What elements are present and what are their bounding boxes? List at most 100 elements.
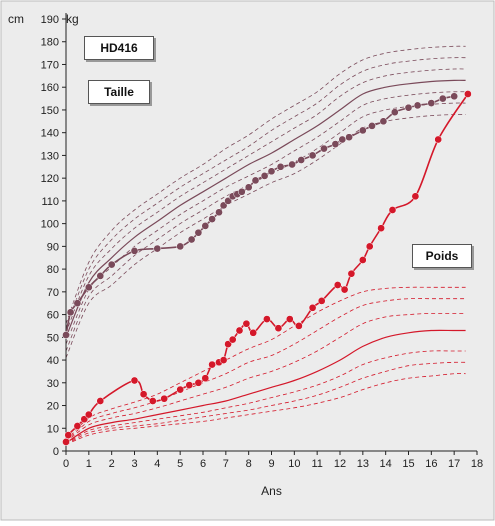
taille-data-point [224,197,232,205]
taille-data-point [379,117,388,126]
poids-percentile-curve [65,361,466,445]
x-tick-label: 11 [311,458,322,470]
poids-median-curve [65,329,466,444]
x-tick-label: 3 [131,458,137,470]
x-tick-label: 7 [223,458,229,470]
taille-data-point [66,308,75,317]
y-tick-label: 110 [41,196,59,208]
poids-data-point [224,340,232,348]
poids-annotation: Poids [412,244,472,268]
taille-data-point [208,215,216,223]
poids-data-point [130,376,139,385]
taille-data-point [237,187,246,196]
y-tick-label: 80 [47,264,59,276]
taille-percentile-curve [65,68,466,333]
taille-data-point [251,176,260,185]
y-tick-label: 60 [47,310,59,322]
x-tick-label: 10 [288,458,300,470]
y-tick-label: 30 [47,378,59,390]
poids-data-point [365,242,374,251]
x-tick-label: 9 [268,458,274,470]
taille-data-point [345,133,353,142]
y-axis-unit-cm: cm [8,12,24,26]
x-tick-label: 12 [334,458,346,470]
taille-data-point [130,247,139,255]
poids-data-point [64,431,73,439]
y-tick-label: 180 [41,37,59,49]
poids-data-point [285,315,294,323]
poids-data-point [201,374,210,383]
taille-data-point [201,222,210,230]
poids-percentile-curve [65,373,466,445]
taille-data-point [358,126,367,135]
poids-data-point [235,326,244,335]
taille-data-point [438,94,447,103]
y-tick-label: 100 [41,219,59,231]
poids-percentile-curve [65,286,466,441]
taille-data-point [368,122,376,130]
taille-data-point [267,167,276,176]
poids-data-point [333,281,342,289]
y-tick-label: 90 [47,241,59,253]
taille-annotation: Taille [88,80,150,104]
y-tick-label: 150 [41,105,59,117]
poids-data-point [80,415,89,424]
taille-data-point [320,144,328,153]
taille-data-point [62,331,70,339]
taille-data-point [153,244,162,253]
x-tick-label: 6 [200,458,206,470]
y-tick-label: 70 [47,287,59,299]
taille-data-point [338,135,347,144]
y-tick-label: 10 [47,423,59,435]
poids-data-point [249,328,258,337]
x-tick-label: 1 [86,458,92,470]
y-tick-label: 160 [41,82,59,94]
taille-data-point [84,283,93,292]
y-tick-label: 140 [41,128,59,140]
x-tick-label: 8 [246,458,252,470]
taille-data-point [427,99,436,107]
x-tick-label: 0 [63,458,69,470]
y-tick-label: 130 [41,150,59,162]
taille-data-point [297,156,306,164]
poids-data-point [347,269,356,278]
taille-data-point [413,101,422,110]
poids-data-point [73,422,82,430]
taille-data-point [404,103,413,112]
x-tick-label: 4 [154,458,160,470]
poids-data-point [358,256,367,264]
poids-data-point [84,410,93,419]
poids-data-point [434,135,443,144]
x-axis-title: Ans [261,484,282,498]
poids-data-point [194,378,203,387]
poids-data-point [160,394,169,403]
taille-median-curve [65,79,466,338]
taille-data-point [194,228,203,237]
poids-data-point [308,303,317,312]
taille-data-point [73,299,82,308]
taille-percentile-curve [65,114,466,358]
poids-data-point [464,90,472,98]
x-tick-label: 18 [471,458,483,470]
poids-percentile-curve [65,298,466,442]
poids-data-point [317,297,326,305]
poids-data-point [295,322,303,330]
poids-percentile-curve [65,312,466,443]
poids-data-point [62,438,70,446]
chart-title: HD416 [84,36,154,60]
taille-data-point [244,183,253,192]
taille-data-point [308,151,317,160]
y-tick-label: 120 [41,173,59,185]
x-tick-label: 5 [177,458,183,470]
taille-percentile-curve [65,91,466,345]
taille-data-point [390,108,399,117]
poids-data-point [411,192,420,201]
y-tick-label: 50 [47,332,59,344]
taille-data-point [276,162,285,171]
taille-data-point [215,208,223,217]
x-tick-label: 14 [380,458,392,470]
poids-data-point [263,315,271,323]
poids-data-point [388,206,397,214]
x-tick-label: 2 [109,458,115,470]
